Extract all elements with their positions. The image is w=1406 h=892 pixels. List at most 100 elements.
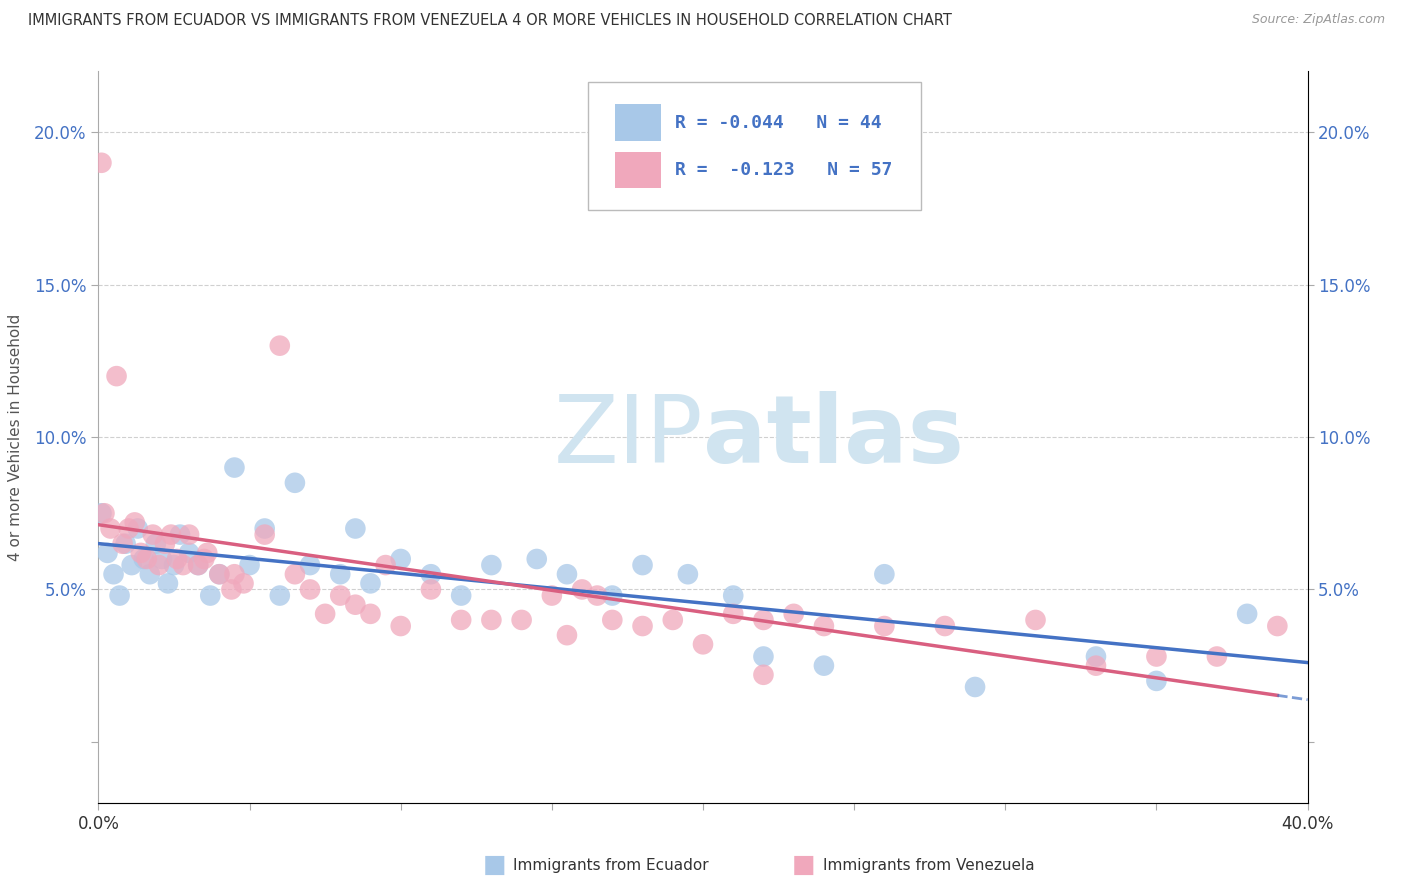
Point bbox=[329, 567, 352, 582]
Point bbox=[631, 558, 654, 573]
Point bbox=[692, 637, 714, 651]
Text: ZIP: ZIP bbox=[554, 391, 703, 483]
Point bbox=[232, 576, 254, 591]
Point bbox=[389, 619, 412, 633]
Point bbox=[284, 475, 307, 490]
Point bbox=[179, 546, 201, 560]
Point bbox=[142, 527, 165, 541]
Point bbox=[602, 613, 624, 627]
Point bbox=[526, 552, 548, 566]
Point bbox=[132, 552, 155, 566]
Text: Source: ZipAtlas.com: Source: ZipAtlas.com bbox=[1251, 13, 1385, 27]
Point bbox=[299, 558, 322, 573]
Point bbox=[723, 589, 745, 603]
Point bbox=[160, 527, 183, 541]
Point bbox=[121, 558, 143, 573]
Point bbox=[420, 582, 443, 597]
Point bbox=[374, 558, 396, 573]
Point bbox=[224, 460, 246, 475]
Point bbox=[586, 589, 609, 603]
Point bbox=[510, 613, 533, 627]
Point bbox=[783, 607, 806, 621]
Point bbox=[200, 589, 222, 603]
Point bbox=[420, 567, 443, 582]
Point bbox=[187, 558, 209, 573]
Point bbox=[1144, 649, 1167, 664]
Point bbox=[299, 582, 322, 597]
Point bbox=[631, 619, 654, 633]
Point bbox=[156, 576, 179, 591]
Point bbox=[111, 537, 134, 551]
Text: ■: ■ bbox=[792, 854, 815, 877]
Point bbox=[163, 558, 186, 573]
Text: IMMIGRANTS FROM ECUADOR VS IMMIGRANTS FROM VENEZUELA 4 OR MORE VEHICLES IN HOUSE: IMMIGRANTS FROM ECUADOR VS IMMIGRANTS FR… bbox=[28, 13, 952, 29]
Point bbox=[555, 628, 578, 642]
Point bbox=[661, 613, 683, 627]
Point bbox=[129, 546, 152, 560]
Point bbox=[139, 567, 162, 582]
Point bbox=[253, 527, 276, 541]
Point bbox=[555, 567, 578, 582]
Point bbox=[1206, 649, 1229, 664]
Point bbox=[1267, 619, 1289, 633]
Point bbox=[145, 537, 167, 551]
Point bbox=[166, 552, 188, 566]
Point bbox=[752, 667, 775, 681]
Point bbox=[103, 567, 125, 582]
Text: R =  -0.123   N = 57: R = -0.123 N = 57 bbox=[675, 161, 893, 179]
Point bbox=[284, 567, 307, 582]
Point bbox=[813, 619, 835, 633]
Point bbox=[965, 680, 987, 694]
Point bbox=[208, 567, 231, 582]
Point bbox=[269, 338, 291, 352]
Point bbox=[179, 527, 201, 541]
Point bbox=[239, 558, 262, 573]
Point bbox=[90, 506, 112, 520]
Point bbox=[752, 613, 775, 627]
Point bbox=[481, 558, 503, 573]
Bar bbox=[614, 104, 661, 141]
Point bbox=[360, 576, 382, 591]
Point bbox=[934, 619, 956, 633]
Point bbox=[360, 607, 382, 621]
Point bbox=[571, 582, 593, 597]
Point bbox=[389, 552, 412, 566]
Point bbox=[253, 521, 276, 535]
Point bbox=[269, 589, 291, 603]
Text: atlas: atlas bbox=[703, 391, 965, 483]
Point bbox=[96, 546, 118, 560]
Point bbox=[314, 607, 336, 621]
Point bbox=[93, 506, 115, 520]
Point bbox=[1024, 613, 1046, 627]
Text: ■: ■ bbox=[482, 854, 506, 877]
Point bbox=[873, 619, 896, 633]
Point bbox=[540, 589, 562, 603]
Point bbox=[344, 598, 367, 612]
Bar bbox=[614, 152, 661, 188]
Point bbox=[676, 567, 699, 582]
Point bbox=[187, 558, 209, 573]
Point bbox=[344, 521, 367, 535]
Point bbox=[329, 589, 352, 603]
Point bbox=[172, 558, 194, 573]
Point bbox=[481, 613, 503, 627]
Point bbox=[90, 155, 112, 169]
Point bbox=[153, 537, 176, 551]
Point bbox=[752, 649, 775, 664]
Y-axis label: 4 or more Vehicles in Household: 4 or more Vehicles in Household bbox=[8, 313, 22, 561]
Point bbox=[221, 582, 243, 597]
Point bbox=[100, 521, 122, 535]
Point bbox=[195, 546, 218, 560]
Point bbox=[193, 552, 215, 566]
Point bbox=[1144, 673, 1167, 688]
Point bbox=[450, 613, 472, 627]
Point bbox=[105, 369, 128, 384]
Point bbox=[127, 521, 149, 535]
Text: Immigrants from Ecuador: Immigrants from Ecuador bbox=[513, 858, 709, 872]
Point bbox=[208, 567, 231, 582]
Point bbox=[135, 552, 157, 566]
Point bbox=[148, 558, 170, 573]
Point bbox=[224, 567, 246, 582]
Point bbox=[450, 589, 472, 603]
Point bbox=[1236, 607, 1258, 621]
